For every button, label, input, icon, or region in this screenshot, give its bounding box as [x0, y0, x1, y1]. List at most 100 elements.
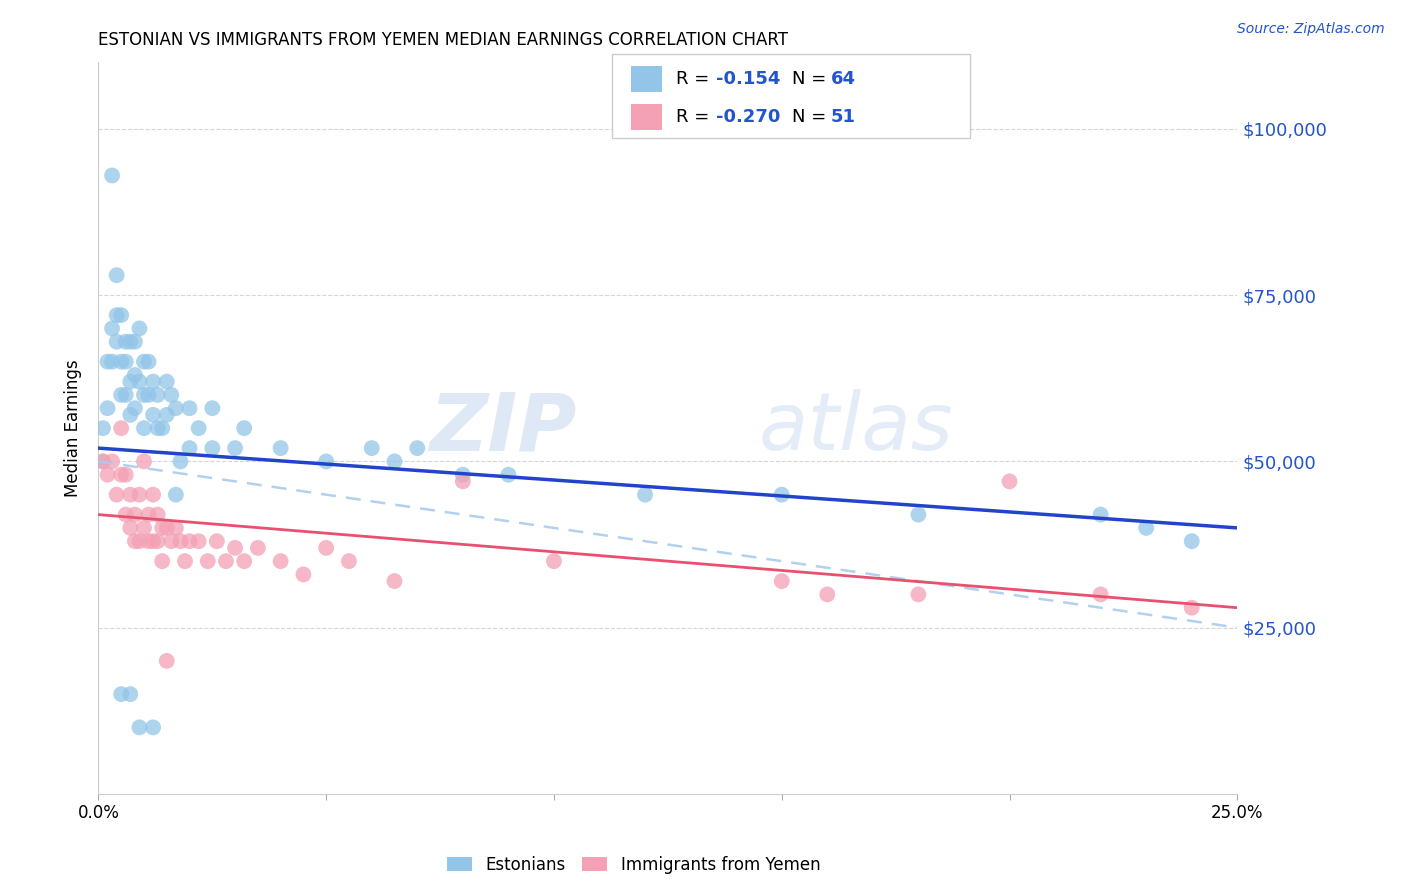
Text: atlas: atlas — [759, 389, 953, 467]
Text: N =: N = — [792, 70, 831, 88]
Point — [101, 321, 124, 335]
Point — [233, 554, 256, 568]
Point — [142, 488, 165, 502]
Point — [292, 567, 315, 582]
Legend: Estonians, Immigrants from Yemen: Estonians, Immigrants from Yemen — [440, 849, 827, 880]
Y-axis label: Median Earnings: Median Earnings — [65, 359, 83, 497]
Point — [110, 308, 132, 322]
Point — [451, 475, 474, 489]
Point — [120, 687, 142, 701]
Point — [187, 421, 209, 435]
Point — [120, 408, 142, 422]
Text: -0.154: -0.154 — [716, 70, 780, 88]
Point — [179, 441, 201, 455]
Point — [124, 368, 146, 382]
Point — [96, 401, 118, 416]
Point — [150, 521, 173, 535]
Point — [174, 554, 197, 568]
Point — [498, 467, 520, 482]
Text: N =: N = — [792, 108, 831, 126]
Point — [246, 541, 269, 555]
Point — [270, 441, 292, 455]
Point — [142, 375, 165, 389]
Point — [101, 354, 124, 368]
Point — [169, 534, 191, 549]
Point — [138, 388, 160, 402]
Point — [315, 541, 337, 555]
Text: ESTONIAN VS IMMIGRANTS FROM YEMEN MEDIAN EARNINGS CORRELATION CHART: ESTONIAN VS IMMIGRANTS FROM YEMEN MEDIAN… — [98, 31, 789, 49]
Point — [337, 554, 360, 568]
Point — [451, 467, 474, 482]
Point — [124, 401, 146, 416]
Text: R =: R = — [676, 108, 716, 126]
Point — [205, 534, 228, 549]
Point — [105, 334, 128, 349]
Point — [124, 534, 146, 549]
Point — [120, 375, 142, 389]
Point — [110, 421, 132, 435]
Point — [156, 375, 179, 389]
Point — [543, 554, 565, 568]
Point — [96, 354, 118, 368]
Point — [132, 388, 155, 402]
Point — [128, 488, 150, 502]
Point — [634, 488, 657, 502]
Point — [138, 354, 160, 368]
Point — [406, 441, 429, 455]
Point — [128, 720, 150, 734]
Point — [1090, 508, 1112, 522]
Point — [91, 454, 114, 468]
Text: R =: R = — [676, 70, 716, 88]
Point — [187, 534, 209, 549]
Point — [156, 654, 179, 668]
Text: ZIP: ZIP — [429, 389, 576, 467]
Point — [201, 441, 224, 455]
Point — [142, 534, 165, 549]
Point — [91, 421, 114, 435]
Point — [1181, 600, 1204, 615]
Point — [156, 521, 179, 535]
Point — [101, 169, 124, 183]
Text: -0.270: -0.270 — [716, 108, 780, 126]
Point — [146, 421, 169, 435]
Point — [165, 488, 187, 502]
Point — [101, 454, 124, 468]
Point — [138, 534, 160, 549]
Point — [360, 441, 382, 455]
Point — [120, 488, 142, 502]
Point — [110, 388, 132, 402]
Point — [998, 475, 1021, 489]
Point — [146, 388, 169, 402]
Point — [179, 401, 201, 416]
Point — [91, 454, 114, 468]
Point — [110, 467, 132, 482]
Point — [1090, 587, 1112, 601]
Point — [114, 334, 136, 349]
Point — [315, 454, 337, 468]
Point — [114, 354, 136, 368]
Point — [110, 354, 132, 368]
Point — [197, 554, 219, 568]
Point — [160, 388, 183, 402]
Point — [233, 421, 256, 435]
Point — [907, 587, 929, 601]
Point — [150, 421, 173, 435]
Point — [150, 554, 173, 568]
Point — [114, 508, 136, 522]
Point — [1181, 534, 1204, 549]
Point — [132, 454, 155, 468]
Point — [120, 334, 142, 349]
Point — [384, 574, 406, 588]
Point — [224, 541, 246, 555]
Text: 64: 64 — [831, 70, 856, 88]
Point — [770, 574, 793, 588]
Point — [132, 421, 155, 435]
Point — [384, 454, 406, 468]
Point — [169, 454, 191, 468]
Point — [201, 401, 224, 416]
Point — [146, 508, 169, 522]
Point — [770, 488, 793, 502]
Point — [128, 321, 150, 335]
Text: Source: ZipAtlas.com: Source: ZipAtlas.com — [1237, 22, 1385, 37]
Point — [105, 268, 128, 283]
